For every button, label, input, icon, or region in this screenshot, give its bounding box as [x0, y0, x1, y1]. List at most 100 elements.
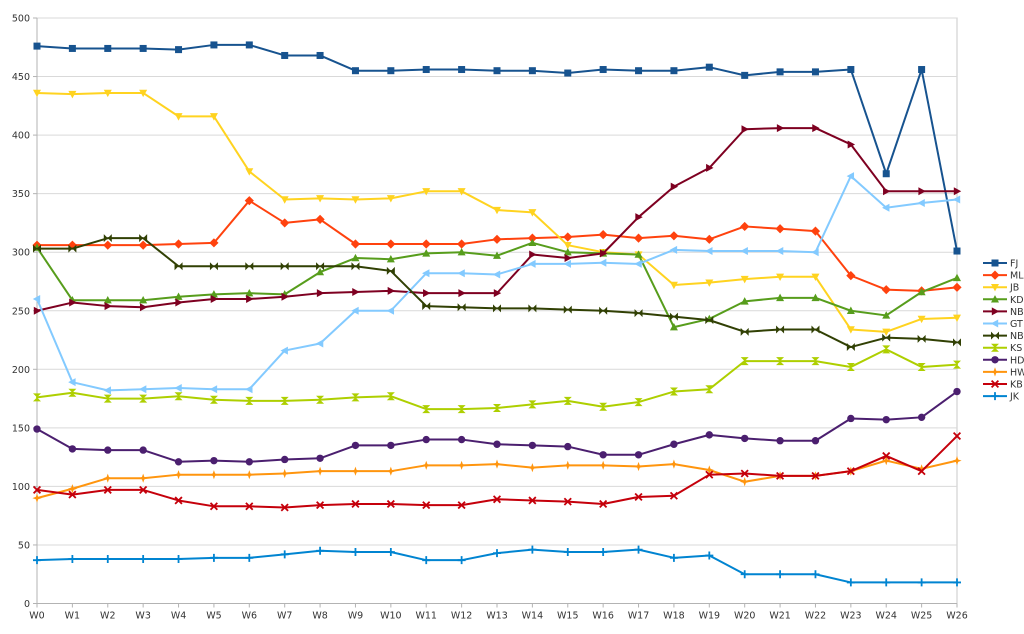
- data-point-marker: [421, 239, 431, 249]
- data-point-marker: [528, 209, 537, 217]
- data-point-marker: [209, 399, 218, 404]
- data-point-marker: [139, 394, 148, 399]
- data-point-marker: [422, 405, 431, 410]
- legend-label: NB: [1010, 331, 1024, 342]
- legend-label: FJ: [1010, 259, 1018, 270]
- data-point-marker: [670, 67, 678, 75]
- data-point-marker: [740, 221, 750, 232]
- data-point-marker: [917, 578, 926, 587]
- data-point-marker: [280, 218, 290, 228]
- data-point-marker: [635, 67, 643, 75]
- data-point-marker: [315, 339, 324, 348]
- data-point-marker: [705, 316, 710, 325]
- legend-label: KD: [1010, 295, 1024, 306]
- data-point-marker: [139, 44, 147, 52]
- data-point-marker: [775, 247, 784, 256]
- data-point-marker: [635, 213, 643, 222]
- data-point-marker: [281, 51, 289, 59]
- data-point-marker: [386, 466, 396, 476]
- data-point-marker: [952, 195, 961, 204]
- data-point-marker: [527, 463, 537, 473]
- data-point-marker: [952, 282, 962, 292]
- data-point-marker: [669, 387, 678, 392]
- data-point-marker: [143, 234, 148, 243]
- data-point-marker: [174, 384, 182, 393]
- series-NB-6: [33, 234, 961, 352]
- legend-item-ML-1: ML: [983, 270, 1024, 282]
- data-point-marker: [104, 302, 112, 311]
- series-KB-10: [32, 432, 962, 512]
- data-point-marker: [670, 182, 679, 191]
- data-point-marker: [33, 425, 41, 433]
- data-point-marker: [316, 399, 325, 404]
- data-point-marker: [387, 441, 395, 450]
- data-point-marker: [917, 467, 926, 476]
- data-point-marker: [492, 234, 502, 244]
- data-point-marker: [458, 289, 466, 298]
- data-point-marker: [564, 254, 572, 263]
- data-point-marker: [209, 262, 214, 271]
- data-point-marker: [990, 379, 1000, 389]
- data-point-marker: [245, 502, 254, 511]
- data-point-marker: [174, 496, 183, 505]
- data-point-marker: [780, 325, 785, 334]
- legend-item-FJ-0: FJ: [983, 259, 1018, 270]
- x-axis-label: W10: [380, 611, 401, 622]
- data-point-marker: [178, 262, 183, 271]
- data-point-marker: [422, 501, 431, 510]
- data-point-marker: [209, 238, 219, 248]
- data-point-marker: [811, 325, 816, 334]
- data-point-marker: [493, 67, 501, 75]
- x-axis-label: W14: [522, 611, 543, 622]
- data-point-marker: [423, 289, 431, 298]
- legend-item-GT-5: GT: [983, 319, 1023, 330]
- data-point-marker: [882, 170, 890, 178]
- data-point-marker: [811, 361, 820, 366]
- data-point-marker: [847, 140, 856, 149]
- series-GT-5: [32, 172, 961, 395]
- data-point-marker: [351, 306, 359, 315]
- data-point-marker: [387, 67, 395, 75]
- data-point-marker: [529, 250, 537, 259]
- data-point-marker: [705, 247, 713, 256]
- data-point-marker: [811, 248, 819, 257]
- data-point-marker: [421, 460, 431, 470]
- data-point-marker: [810, 226, 821, 236]
- data-point-marker: [669, 281, 678, 290]
- data-point-marker: [244, 196, 254, 206]
- data-point-marker: [811, 357, 820, 362]
- legend-item-KB-10: KB: [983, 380, 1023, 391]
- x-axis-label: W19: [699, 611, 720, 622]
- data-point-marker: [917, 362, 926, 367]
- data-point-marker: [422, 409, 431, 414]
- data-point-marker: [741, 125, 749, 134]
- data-point-marker: [139, 234, 144, 243]
- x-axis-label: W13: [486, 611, 507, 622]
- data-point-marker: [316, 267, 325, 276]
- data-point-marker: [209, 470, 219, 480]
- data-point-marker: [139, 446, 147, 454]
- data-point-marker: [457, 269, 465, 278]
- data-point-marker: [740, 275, 749, 284]
- data-point-marker: [706, 163, 714, 172]
- data-point-marker: [386, 306, 395, 315]
- data-point-marker: [138, 385, 147, 394]
- data-point-marker: [352, 288, 360, 297]
- data-point-marker: [422, 435, 430, 444]
- data-point-marker: [103, 296, 112, 304]
- data-point-marker: [669, 312, 674, 321]
- data-point-marker: [103, 398, 112, 403]
- data-point-marker: [881, 285, 891, 295]
- data-point-marker: [740, 247, 748, 256]
- data-point-marker: [953, 338, 957, 347]
- series-HD-8: [33, 387, 961, 466]
- y-axis-label: 150: [12, 423, 30, 434]
- data-point-marker: [493, 440, 501, 448]
- data-point-marker: [917, 366, 926, 371]
- x-axis-label: W16: [592, 611, 613, 622]
- x-axis-label: W26: [946, 611, 967, 622]
- x-axis-label: W17: [628, 611, 649, 622]
- legend-item-HW-9: HW: [983, 367, 1024, 378]
- legend-label: NB: [1010, 307, 1024, 318]
- data-point-marker: [528, 238, 537, 247]
